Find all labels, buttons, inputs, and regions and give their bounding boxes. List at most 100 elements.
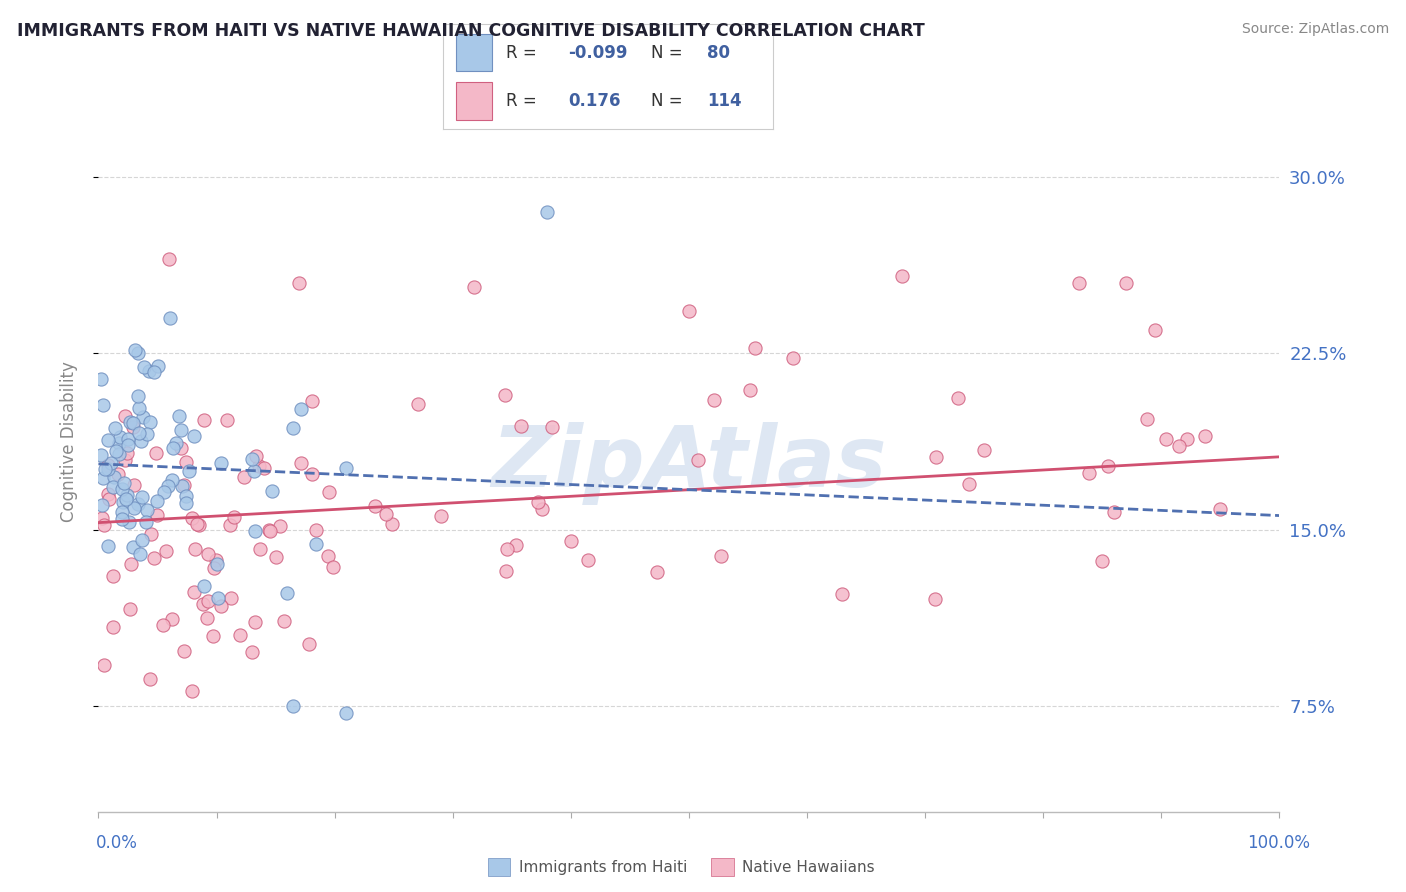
Point [122,420,145,434]
Point [118,515,141,529]
Point [117,433,139,447]
Point [170,423,193,437]
FancyBboxPatch shape [456,34,492,71]
Point [381,516,404,531]
Point [257,523,280,537]
Point [124,343,146,358]
Point [973,443,995,458]
Point [122,417,145,431]
Point [146,359,169,373]
Point [202,561,225,575]
Point [184,541,207,556]
Point [169,441,191,455]
Point [540,420,562,434]
Point [115,488,138,502]
Point [193,578,215,592]
Point [104,421,127,435]
Point [290,456,312,470]
Point [107,436,129,450]
Point [176,496,198,510]
Point [335,706,357,720]
Y-axis label: Cognitive Disability: Cognitive Disability [59,361,77,522]
Point [301,467,323,481]
Point [219,591,242,606]
Point [1194,429,1216,443]
Point [177,465,200,479]
Point [103,569,125,583]
Point [132,359,155,374]
Point [114,491,136,506]
Point [1102,505,1125,519]
Point [782,351,804,365]
Point [120,557,142,571]
Point [430,509,453,524]
Point [1208,501,1230,516]
Point [209,457,232,471]
Point [363,499,385,513]
Point [135,503,157,517]
Point [120,602,142,616]
Point [93,517,115,532]
Point [181,511,204,525]
Point [188,518,211,533]
Point [183,585,205,599]
Point [112,475,135,490]
Point [703,393,725,408]
Text: Immigrants from Haiti: Immigrants from Haiti [519,860,688,874]
Point [128,425,150,440]
Point [243,615,266,629]
Point [165,436,187,450]
Point [173,478,195,492]
Point [103,480,125,494]
Point [247,458,270,473]
Text: R =: R = [506,92,541,110]
Point [197,548,219,562]
Point [335,460,357,475]
Point [135,426,157,441]
Point [110,430,132,444]
Point [118,415,141,429]
Point [146,508,169,522]
Point [957,477,980,491]
Text: 80: 80 [707,44,730,62]
Point [127,345,149,359]
Point [97,458,120,472]
Point [183,429,205,443]
Point [686,453,709,467]
Point [97,462,120,476]
Point [205,553,228,567]
Point [152,485,174,500]
Point [738,383,761,397]
Point [269,518,291,533]
Point [576,553,599,567]
Point [374,507,396,521]
Point [283,698,305,713]
Point [135,515,157,529]
Point [496,542,519,557]
Point [283,421,305,435]
Point [217,412,239,426]
Point [96,487,118,501]
Text: 0.176: 0.176 [568,92,621,110]
Point [678,304,700,318]
Point [1175,432,1198,446]
FancyBboxPatch shape [456,82,492,120]
Point [298,637,321,651]
Point [131,533,153,547]
Point [925,450,948,464]
Point [205,557,228,571]
Point [128,401,150,416]
Point [1136,412,1159,426]
Point [162,612,184,626]
Point [202,629,225,643]
Point [129,434,152,448]
Point [536,205,558,219]
Point [924,592,946,607]
Point [159,311,181,326]
Point [152,618,174,632]
Point [1097,458,1119,473]
Point [103,620,125,634]
Point [181,683,204,698]
Text: Source: ZipAtlas.com: Source: ZipAtlas.com [1241,22,1389,37]
Point [232,470,254,484]
